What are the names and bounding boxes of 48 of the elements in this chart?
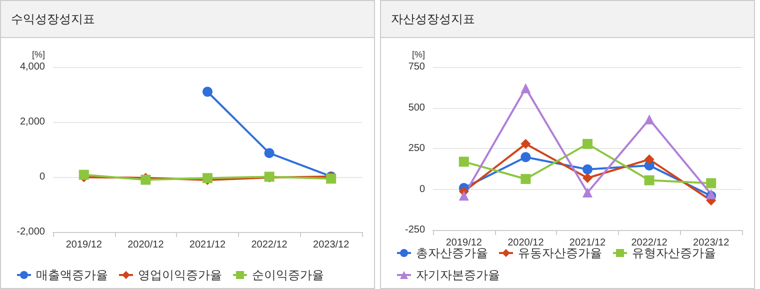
legend-label: 유형자산증가율 bbox=[632, 246, 716, 260]
x-tick-label: 2020/12 bbox=[508, 238, 544, 248]
x-tick-label: 2022/12 bbox=[631, 238, 668, 248]
point bbox=[582, 164, 592, 174]
y-tick-label: 500 bbox=[408, 102, 426, 114]
point bbox=[706, 178, 716, 188]
point bbox=[78, 170, 89, 180]
x-tick-label: 2019/12 bbox=[66, 240, 102, 250]
point bbox=[582, 138, 592, 149]
point bbox=[644, 154, 654, 164]
point bbox=[202, 86, 212, 97]
legend-label: 총자산증가율 bbox=[416, 246, 488, 260]
y-axis-title: [%] bbox=[32, 50, 45, 60]
point bbox=[458, 156, 469, 167]
y-axis-title: [%] bbox=[412, 50, 425, 60]
y-tick-label: 0 bbox=[419, 184, 426, 195]
x-tick-label: 2022/12 bbox=[251, 240, 288, 250]
y-tick-label: 4,000 bbox=[20, 62, 46, 72]
point bbox=[520, 138, 531, 149]
point bbox=[644, 114, 654, 124]
point bbox=[520, 83, 531, 94]
legend-label: 순이익증가율 bbox=[252, 268, 324, 282]
x-tick-label: 2019/12 bbox=[446, 238, 482, 248]
legend-label: 자기자본증가율 bbox=[416, 268, 500, 282]
point bbox=[264, 148, 274, 158]
x-tick-label: 2023/12 bbox=[313, 240, 350, 250]
x-tick-label: 2023/12 bbox=[693, 238, 730, 248]
x-tick-label: 2021/12 bbox=[569, 238, 606, 248]
point bbox=[582, 173, 592, 184]
legend-label: 영업이익증가율 bbox=[138, 268, 222, 282]
y-tick-label: 0 bbox=[39, 172, 46, 182]
legend-label: 유동자산증가율 bbox=[518, 246, 602, 260]
chart-title: 수익성장성지표 bbox=[1, 1, 374, 38]
x-tick-label: 2020/12 bbox=[128, 240, 164, 250]
legend-label: 매출액증가율 bbox=[36, 268, 108, 282]
point bbox=[582, 188, 592, 198]
y-tick-label: -250 bbox=[404, 224, 426, 236]
point bbox=[326, 174, 336, 184]
point bbox=[458, 190, 469, 201]
chart-title: 자산성장성지표 bbox=[381, 1, 754, 38]
y-tick-label: 2,000 bbox=[20, 116, 46, 128]
point bbox=[644, 175, 654, 186]
y-tick-label: -2,000 bbox=[16, 226, 46, 238]
x-tick-label: 2021/12 bbox=[189, 240, 226, 250]
y-tick-label: 250 bbox=[408, 143, 426, 154]
point bbox=[520, 152, 531, 162]
y-tick-label: 750 bbox=[408, 62, 426, 72]
point bbox=[520, 174, 531, 184]
